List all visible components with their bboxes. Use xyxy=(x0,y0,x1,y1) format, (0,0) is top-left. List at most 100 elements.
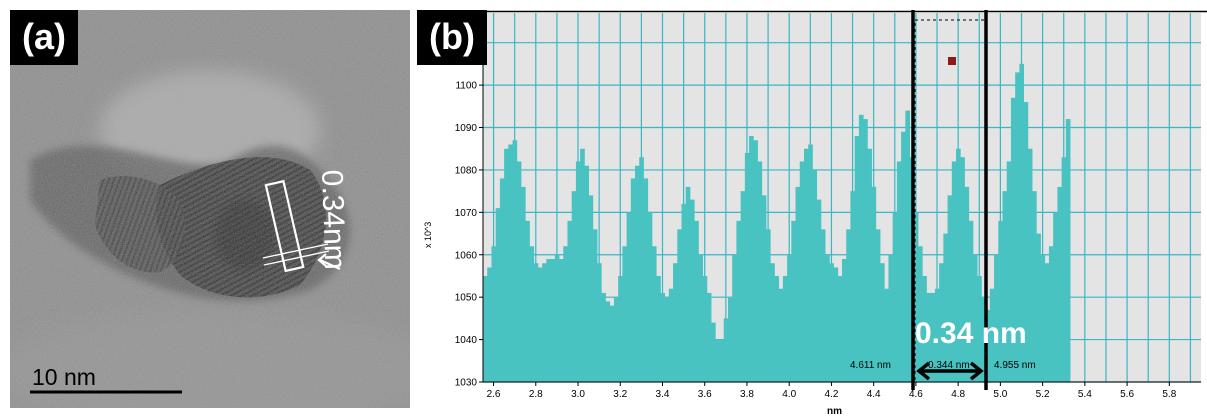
y-tick-label: 1090 xyxy=(455,123,478,134)
line-profile-panel: 2.6 2.8 3.0 3.2 3.4 3.6 3.8 4.0 4.2 4.4 4.6 4.8 5.0 5… xyxy=(417,10,1207,418)
profile-bar xyxy=(985,309,991,382)
profile-bar xyxy=(888,254,894,382)
profile-bar xyxy=(884,288,889,382)
profile-bar xyxy=(609,305,615,382)
profile-bar xyxy=(1019,63,1025,383)
profile-bar xyxy=(896,161,902,382)
profile-bar xyxy=(512,140,518,382)
profile-bar xyxy=(685,186,691,382)
panel-a-label: (a) xyxy=(10,10,78,65)
profile-bar xyxy=(613,297,619,382)
profile-bar xyxy=(1010,97,1016,383)
tem-micrograph: 0.34nm 10 nm xyxy=(10,10,410,408)
profile-bar xyxy=(1061,157,1067,382)
profile-bar xyxy=(753,140,758,382)
profile-bar xyxy=(542,263,547,382)
profile-bar xyxy=(905,110,910,382)
y-tick-label: 1070 xyxy=(455,208,478,219)
profile-bar xyxy=(846,229,851,382)
profile-bar xyxy=(601,292,606,382)
profile-bar xyxy=(799,161,805,382)
profile-bar xyxy=(537,267,543,382)
profile-bar xyxy=(618,275,623,382)
profile-bar xyxy=(694,220,699,382)
profile-bar xyxy=(782,275,788,382)
profile-bar xyxy=(956,148,961,382)
profile-chart: 2.6 2.8 3.0 3.2 3.4 3.6 3.8 4.0 4.2 4.4 4.6 4.8 5.0 5… xyxy=(423,10,1207,417)
profile-bar xyxy=(521,186,526,382)
profile-bar xyxy=(803,148,809,382)
profile-bar xyxy=(673,263,678,382)
profile-bar xyxy=(584,165,589,382)
scale-bar-label: 10 nm xyxy=(32,364,96,390)
profile-bar xyxy=(723,318,729,382)
profile-bar xyxy=(597,263,602,382)
measure-readout-right: 4.955 nm xyxy=(994,360,1036,371)
profile-bar xyxy=(968,220,974,382)
profile-bar xyxy=(787,254,792,382)
profile-bar xyxy=(989,288,995,382)
x-tick-label: 4.0 xyxy=(782,389,796,400)
profile-bar xyxy=(736,220,742,382)
profile-bar xyxy=(1036,233,1041,382)
profile-bar xyxy=(850,191,856,382)
profile-bar xyxy=(740,191,746,382)
x-tick-label: 5.0 xyxy=(993,389,1007,400)
profile-bar xyxy=(664,297,670,382)
profile-bar xyxy=(711,322,716,382)
profile-bar xyxy=(630,178,636,382)
profile-bar xyxy=(1053,212,1058,382)
profile-bar xyxy=(842,259,847,382)
profile-bar xyxy=(1044,263,1050,382)
profile-bar xyxy=(559,259,564,382)
profile-bar xyxy=(854,136,860,382)
profile-bar xyxy=(592,229,598,382)
profile-bar xyxy=(550,259,556,382)
profile-bar xyxy=(770,263,775,382)
profile-bar xyxy=(808,144,813,382)
fringe-measurement-box xyxy=(264,179,305,273)
profile-bar xyxy=(483,275,488,382)
profile-bar xyxy=(749,136,754,382)
double-arrow-icon xyxy=(916,361,984,381)
profile-bar xyxy=(994,254,999,382)
profile-bar xyxy=(626,212,632,382)
profile-bar xyxy=(943,233,948,382)
profile-bar xyxy=(668,288,674,382)
position-marker xyxy=(948,57,956,65)
profile-bar xyxy=(930,292,936,382)
profile-bar xyxy=(1032,191,1037,382)
profile-bar xyxy=(901,131,906,382)
profile-bar xyxy=(918,246,923,382)
profile-bar xyxy=(833,267,839,382)
profile-bar xyxy=(1048,246,1054,382)
profile-bar xyxy=(816,199,822,382)
fringe-marker-lines xyxy=(262,243,330,266)
profile-bar xyxy=(1023,102,1029,382)
profile-bar xyxy=(934,288,940,382)
profile-bar xyxy=(643,178,649,382)
profile-bar xyxy=(635,165,640,382)
profile-bar xyxy=(972,254,978,382)
profile-bar xyxy=(1040,254,1046,382)
profile-bar xyxy=(951,161,957,382)
x-tick-label: 2.8 xyxy=(529,389,543,400)
y-tick-label: 1100 xyxy=(455,81,477,92)
profile-bar xyxy=(622,246,627,382)
profile-bar xyxy=(774,275,780,382)
x-tick-label: 3.6 xyxy=(698,389,712,400)
profile-bar xyxy=(829,263,834,382)
profile-bar xyxy=(913,212,919,382)
profile-bar xyxy=(875,229,881,382)
x-tick-label: 5.8 xyxy=(1162,389,1176,400)
profile-bar xyxy=(495,208,501,382)
profile-bar xyxy=(863,119,868,382)
profile-bar xyxy=(605,301,611,382)
profile-bar xyxy=(1015,72,1020,383)
profile-bar xyxy=(580,148,585,382)
y-tick-label: 1050 xyxy=(455,293,478,304)
profile-bar xyxy=(1065,119,1071,382)
profile-bar xyxy=(719,339,725,382)
profile-bar xyxy=(546,259,551,382)
arrow-icon xyxy=(317,253,341,271)
